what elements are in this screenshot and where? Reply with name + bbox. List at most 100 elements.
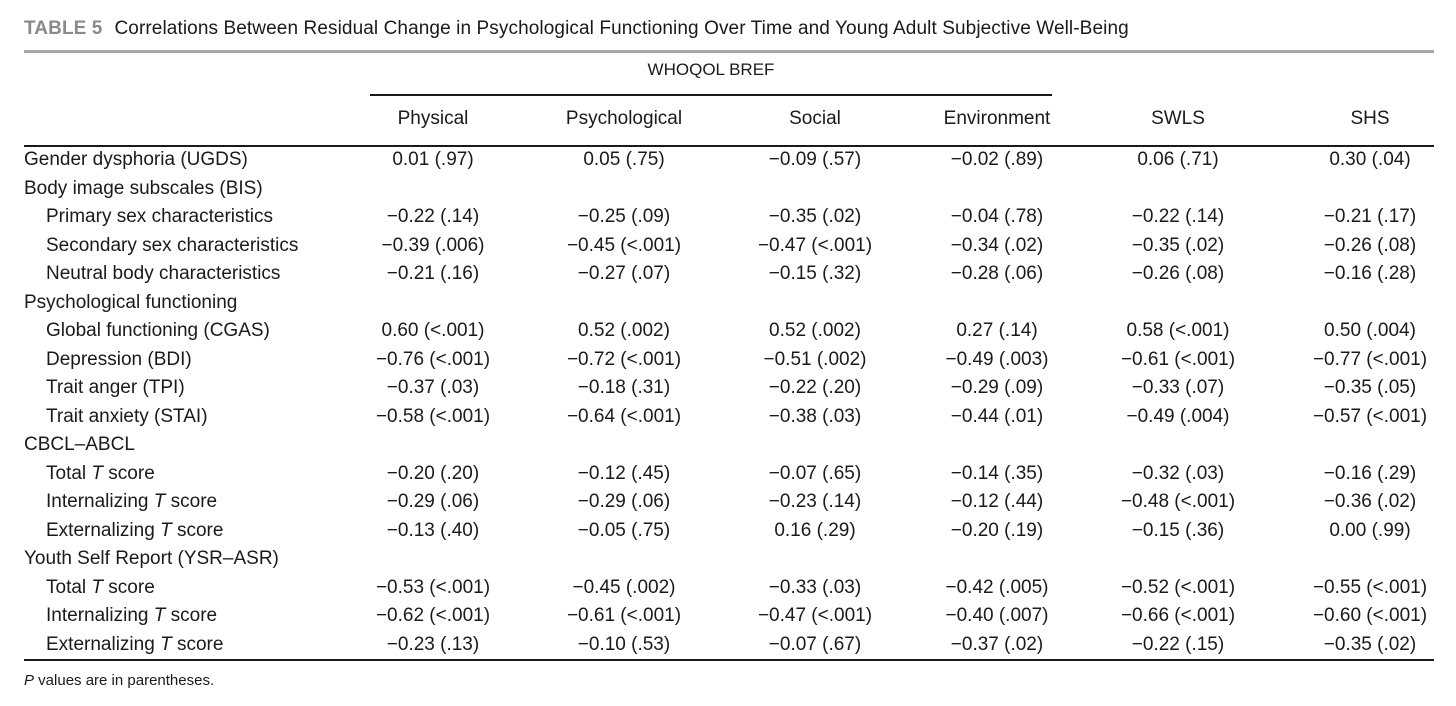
table-cell: −0.61 (<.001): [566, 605, 682, 626]
table-cell: 0.00 (.99): [1329, 519, 1411, 541]
table-cell: −0.49 (.004): [1126, 405, 1230, 427]
table-row: Internalizing T score −0.29 (.06) −0.29 (.…: [0, 488, 1456, 516]
row-label: Neutral body characteristics: [46, 263, 281, 284]
section-label: Youth Self Report (YSR–ASR): [24, 548, 279, 569]
table-cell: −0.16 (.28): [1323, 263, 1417, 284]
table-cell: 0.50 (.004): [1324, 320, 1416, 341]
row-label: Primary sex characteristics: [46, 206, 273, 227]
table-cell: −0.22 (.14): [386, 206, 480, 227]
table-cell: −0.52 (<.001): [1120, 576, 1236, 598]
table-cell: −0.18 (.31): [577, 377, 671, 398]
row-label: Externalizing T score: [46, 519, 224, 541]
footnote-text: values are in parentheses.: [34, 672, 215, 689]
table-row: Trait anxiety (STAI) −0.58 (<.001) −0.64 (…: [0, 403, 1456, 431]
table-caption: TABLE 5 Correlations Between Residual Cha…: [24, 18, 1434, 40]
table-cell: −0.34 (.02): [950, 234, 1044, 256]
table-cell: −0.58 (<.001): [375, 405, 491, 427]
column-header: Social: [789, 108, 841, 129]
table-cell: −0.35 (.02): [1131, 234, 1225, 256]
table-row: Global functioning (CGAS) 0.60 (<.001) 0.5…: [0, 317, 1456, 345]
row-label: Total T score: [46, 462, 155, 484]
table-cell: −0.61 (<.001): [1120, 348, 1236, 370]
table-cell: −0.64 (<.001): [566, 405, 682, 427]
table-row: Depression (BDI) −0.76 (<.001) −0.72 (<.00…: [0, 346, 1456, 374]
row-label: Secondary sex characteristics: [46, 234, 299, 256]
row-label: Depression (BDI): [46, 348, 192, 370]
table-cell: −0.12 (.45): [577, 462, 671, 484]
table-row: Trait anger (TPI) −0.37 (.03) −0.18 (.31) −…: [0, 374, 1456, 402]
table-footnote: P values are in parentheses.: [24, 672, 214, 689]
table-cell: 0.58 (<.001): [1126, 320, 1230, 341]
table-cell: 0.27 (.14): [956, 320, 1038, 341]
section-label: Body image subscales (BIS): [24, 177, 263, 199]
table-cell: −0.09 (.57): [768, 149, 862, 170]
section-label: Gender dysphoria (UGDS): [24, 149, 248, 170]
table-cell: −0.55 (<.001): [1312, 576, 1428, 598]
top-rule: [24, 50, 1434, 53]
table-cell: −0.37 (.03): [386, 377, 480, 398]
table-number: TABLE 5: [24, 18, 103, 39]
row-label: Externalizing T score: [46, 633, 224, 655]
table-cell: 0.16 (.29): [774, 519, 856, 541]
table-cell: −0.29 (.06): [386, 491, 480, 512]
table-cell: −0.44 (.01): [950, 405, 1044, 427]
table-cell: −0.39 (.006): [381, 234, 485, 256]
bottom-rule: [24, 659, 1434, 661]
table-cell: 0.06 (.71): [1137, 149, 1219, 170]
table-cell: −0.16 (.29): [1323, 462, 1417, 484]
table-row: Youth Self Report (YSR–ASR): [0, 545, 1456, 573]
table-row: Externalizing T score −0.23 (.13) −0.10 (.…: [0, 631, 1456, 659]
table-cell: −0.28 (.06): [950, 263, 1044, 284]
table-row: Neutral body characteristics −0.21 (.16) −…: [0, 260, 1456, 288]
column-header: Psychological: [565, 108, 683, 129]
table-cell: 0.05 (.75): [583, 149, 665, 170]
table-cell: −0.12 (.44): [950, 491, 1044, 512]
table-cell: −0.40 (.007): [945, 605, 1049, 626]
table-title: Correlations Between Residual Change in …: [114, 18, 1129, 39]
table-cell: −0.15 (.36): [1131, 519, 1225, 541]
section-label: CBCL–ABCL: [24, 434, 135, 455]
table-row: Externalizing T score −0.13 (.40) −0.05 (.…: [0, 517, 1456, 545]
table-cell: −0.33 (.03): [768, 576, 862, 598]
table-cell: −0.66 (<.001): [1120, 605, 1236, 626]
row-label: Global functioning (CGAS): [46, 320, 270, 341]
table-cell: −0.60 (<.001): [1312, 605, 1428, 626]
table-cell: −0.29 (.06): [577, 491, 671, 512]
table-cell: −0.27 (.07): [577, 263, 671, 284]
table-cell: −0.21 (.17): [1323, 206, 1417, 227]
table-cell: −0.14 (.35): [950, 462, 1044, 484]
table-cell: −0.15 (.32): [768, 263, 862, 284]
row-label: Internalizing T score: [46, 605, 218, 626]
row-label: Trait anxiety (STAI): [46, 405, 208, 427]
table-cell: −0.02 (.89): [950, 149, 1044, 170]
table-cell: −0.04 (.78): [950, 206, 1044, 227]
row-label: Trait anger (TPI): [46, 377, 185, 398]
table-cell: −0.22 (.15): [1131, 633, 1225, 655]
table-cell: −0.47 (<.001): [757, 605, 873, 626]
table-cell: −0.23 (.13): [386, 633, 480, 655]
table-cell: −0.10 (.53): [577, 633, 671, 655]
table-cell: −0.29 (.09): [950, 377, 1044, 398]
column-header: Environment: [943, 108, 1051, 129]
table-row: Primary sex characteristics −0.22 (.14) −0…: [0, 203, 1456, 231]
table-cell: −0.72 (<.001): [566, 348, 682, 370]
table-cell: −0.32 (.03): [1131, 462, 1225, 484]
table-cell: −0.21 (.16): [386, 263, 480, 284]
table-cell: −0.33 (.07): [1131, 377, 1225, 398]
table-cell: −0.49 (.003): [945, 348, 1049, 370]
table-cell: −0.77 (<.001): [1312, 348, 1428, 370]
table-cell: −0.45 (.002): [572, 576, 676, 598]
table-cell: −0.20 (.19): [950, 519, 1044, 541]
row-label: Total T score: [46, 576, 155, 598]
table-cell: −0.53 (<.001): [375, 576, 491, 598]
column-header: SWLS: [1151, 108, 1205, 129]
table-row: Body image subscales (BIS): [0, 175, 1456, 203]
table-cell: −0.13 (.40): [386, 519, 480, 541]
table-cell: −0.47 (<.001): [757, 234, 873, 256]
table-cell: 0.30 (.04): [1329, 149, 1411, 170]
table-cell: −0.42 (.005): [945, 576, 1049, 598]
table-cell: −0.36 (.02): [1323, 491, 1417, 512]
group-header-whoqol: WHOQOL BREF: [647, 60, 775, 79]
table-cell: −0.20 (.20): [386, 462, 480, 484]
table-cell: −0.26 (.08): [1131, 263, 1225, 284]
